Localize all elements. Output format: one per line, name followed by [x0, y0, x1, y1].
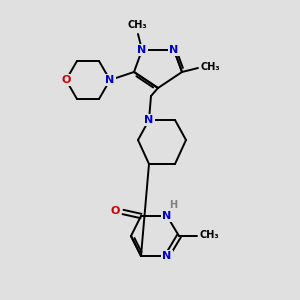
Text: CH₃: CH₃ [127, 20, 147, 30]
Text: O: O [61, 75, 71, 85]
Text: O: O [110, 206, 120, 216]
Text: CH₃: CH₃ [200, 62, 220, 72]
Text: N: N [137, 45, 147, 55]
Text: N: N [105, 75, 115, 85]
Text: N: N [169, 45, 178, 55]
Text: CH₃: CH₃ [199, 230, 219, 240]
Text: H: H [169, 200, 177, 210]
Text: N: N [144, 115, 154, 125]
Text: N: N [162, 211, 172, 221]
Text: N: N [162, 251, 172, 261]
